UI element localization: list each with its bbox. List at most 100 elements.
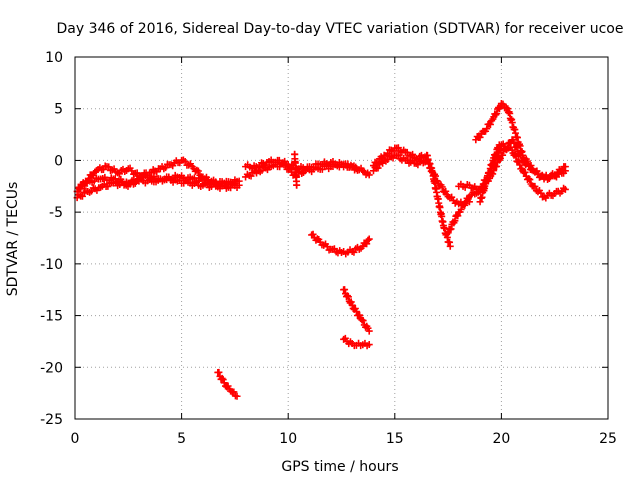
data-point: [365, 171, 373, 179]
series-sat-e: [242, 160, 360, 181]
data-point: [457, 206, 465, 214]
data-point: [218, 374, 226, 382]
x-tick-label: 25: [599, 431, 617, 447]
data-point: [352, 308, 360, 316]
y-tick-label: -20: [40, 360, 63, 376]
data-point: [493, 162, 501, 170]
data-point: [461, 201, 469, 209]
series-sat-h: [308, 230, 373, 258]
data-point: [343, 292, 351, 300]
y-tick-label: 0: [54, 153, 63, 169]
plot-frame: [74, 56, 609, 420]
data-point: [364, 236, 372, 244]
data-point: [499, 151, 507, 159]
data-point: [359, 317, 367, 325]
data-point: [510, 139, 518, 147]
data-point: [235, 181, 243, 189]
data-point: [527, 161, 535, 169]
data-point: [432, 172, 440, 180]
data-point: [503, 144, 511, 152]
data-point: [537, 189, 545, 197]
data-point: [552, 172, 560, 180]
data-point: [442, 187, 450, 195]
data-point: [219, 376, 227, 384]
y-tick-label: -10: [40, 257, 63, 273]
data-point: [447, 225, 455, 233]
y-tick-label: 10: [45, 50, 63, 66]
data-point: [352, 165, 360, 173]
series-sat-j: [340, 334, 373, 350]
x-tick-label: 0: [71, 431, 80, 447]
data-point: [499, 100, 507, 108]
series-sat-p: [476, 141, 503, 206]
x-tick-label: 10: [279, 431, 297, 447]
data-point: [451, 217, 459, 225]
data-point: [561, 163, 569, 171]
data-point: [81, 182, 89, 190]
data-point: [403, 148, 411, 156]
data-point: [247, 172, 255, 180]
data-points: [73, 100, 569, 400]
data-point: [344, 293, 352, 301]
y-tick-label: -15: [40, 309, 63, 325]
data-point: [428, 164, 436, 172]
data-point: [492, 111, 500, 119]
x-axis-label: GPS time / hours: [281, 459, 398, 475]
data-point: [356, 311, 364, 319]
data-point: [486, 120, 494, 128]
data-point: [215, 368, 223, 376]
data-point: [476, 133, 484, 141]
data-point: [523, 157, 531, 165]
data-point: [194, 167, 202, 175]
series-sat-l: [369, 151, 473, 208]
y-axis-label: SDTVAR / TECUs: [5, 182, 21, 297]
data-point: [293, 181, 301, 189]
data-point: [483, 125, 491, 133]
data-point: [446, 242, 454, 250]
data-point: [365, 341, 373, 349]
data-point: [525, 175, 533, 183]
data-point: [365, 235, 373, 243]
data-point: [493, 110, 501, 118]
data-point: [347, 298, 355, 306]
data-point: [374, 164, 382, 172]
grid: [75, 57, 608, 419]
series-sat-g: [214, 368, 241, 400]
data-point: [526, 176, 534, 184]
data-point: [350, 248, 358, 256]
x-tick-label: 5: [177, 431, 186, 447]
data-point: [78, 192, 86, 200]
data-point: [438, 183, 446, 191]
series-sat-n: [455, 136, 569, 196]
data-point: [394, 151, 402, 159]
data-point: [516, 161, 524, 169]
data-point: [105, 163, 113, 171]
axis-ticks: 0 5 10 15 20 25 10 5 0 -5 -10 -15 -20 -25: [40, 50, 617, 447]
data-point: [341, 286, 349, 294]
data-point: [558, 167, 566, 175]
data-point: [363, 240, 371, 248]
y-tick-label: -25: [40, 412, 63, 428]
y-tick-label: 5: [54, 102, 63, 118]
data-point: [454, 212, 462, 220]
data-point: [230, 388, 238, 396]
data-point: [348, 301, 356, 309]
data-point: [281, 161, 289, 169]
chart-title: Day 346 of 2016, Sidereal Day-to-day VTE…: [57, 21, 624, 37]
y-tick-label: -5: [49, 205, 63, 221]
data-point: [424, 157, 432, 165]
data-point: [365, 327, 373, 335]
series-sat-o: [472, 100, 569, 182]
data-point: [220, 379, 228, 387]
data-point: [309, 230, 317, 238]
series-sat-c: [73, 174, 243, 202]
data-point: [495, 141, 503, 149]
series-sat-f: [291, 150, 301, 189]
data-point: [521, 168, 529, 176]
data-point: [531, 182, 539, 190]
data-point: [181, 158, 189, 166]
x-tick-label: 15: [386, 431, 404, 447]
data-point: [561, 185, 569, 193]
data-point: [233, 392, 241, 400]
